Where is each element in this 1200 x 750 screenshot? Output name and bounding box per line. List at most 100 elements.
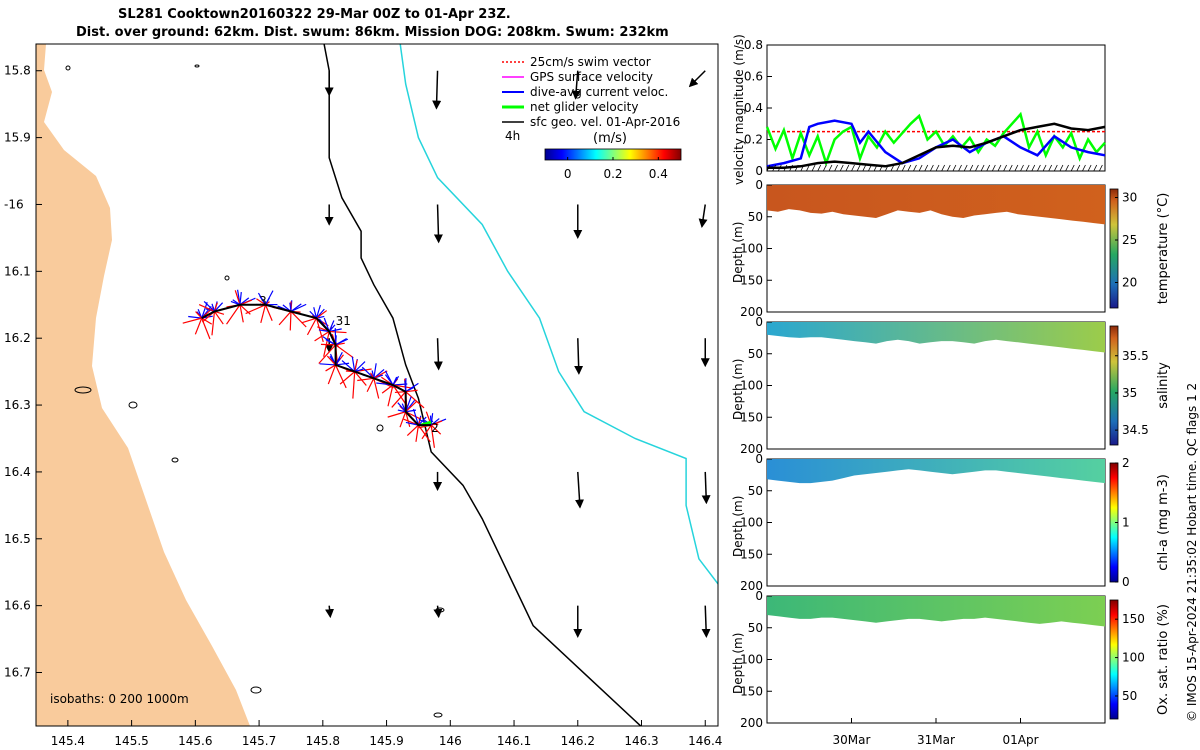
section-y-tick-label: 100	[740, 653, 763, 667]
section-data-fill	[767, 459, 1105, 484]
map-colorbar-ticks: 0 0.2 0.4	[564, 157, 668, 181]
velocity-time-tick	[783, 164, 788, 172]
velocity-time-tick	[958, 164, 962, 172]
velocity-time-tick	[986, 164, 991, 172]
swim-vector	[278, 311, 292, 326]
colorbar-tick-label: 0.4	[649, 167, 668, 181]
current-vector	[335, 337, 347, 346]
map-x-tick-label: 145.9	[369, 734, 403, 748]
geo-velocity-arrow	[698, 204, 708, 228]
current-vector	[354, 361, 366, 373]
velocity-frame	[766, 44, 1106, 172]
velocity-time-tick	[918, 164, 923, 172]
velocity-time-tick	[1099, 164, 1103, 172]
section-y-tick-label: 200	[740, 716, 763, 730]
section-y-tick-label: 100	[740, 516, 763, 530]
velocity-time-tick	[924, 164, 929, 172]
swim-vector	[430, 420, 443, 426]
velocity-time-tick	[845, 164, 850, 172]
credit-text: © IMOS 15-Apr-2024 21:35:02 Hobart time.…	[1185, 382, 1199, 722]
geo-velocity-arrow	[432, 70, 442, 110]
colorbar-tick-label: 35	[1122, 386, 1137, 400]
velocity-time-tick	[935, 164, 940, 172]
current-vector	[405, 421, 419, 426]
velocity-time-tick	[896, 164, 900, 172]
section-y-tick-label: 200	[740, 579, 763, 593]
time-tick-label: 30Mar	[833, 733, 871, 747]
swim-vector	[306, 317, 317, 336]
swim-vector	[352, 371, 356, 399]
colorbar-title: (m/s)	[593, 131, 627, 146]
section-y-tick-label: 50	[748, 347, 763, 361]
current-vector	[232, 299, 241, 306]
section-y-tick-label: 200	[740, 305, 763, 319]
section-chlorophyll-section: 0 50 100 150 200 Depth (m) 0 1 2 chl-a (mg m-3)	[731, 452, 1171, 593]
map-frame	[35, 43, 719, 727]
geo-velocity-arrow	[433, 204, 443, 244]
current-vector	[373, 363, 377, 379]
glider-track	[201, 303, 432, 427]
map-x-tick-label: 146.3	[624, 734, 658, 748]
velocity-panel: 0 0.2 0.4 0.6 0.8 velocity magnitude (m/s)	[732, 34, 1106, 185]
section-y-tick-label: 50	[748, 484, 763, 498]
current-vector	[328, 320, 335, 332]
velocity-time-tick	[1093, 164, 1098, 172]
current-vector	[313, 307, 318, 319]
current-vector	[319, 363, 336, 366]
swim-vector	[373, 378, 380, 399]
velocity-time-tick	[1003, 164, 1007, 172]
velocity-time-tick	[980, 164, 985, 172]
time-axis: 30Mar 31Mar 01Apr	[833, 718, 1039, 747]
swim-vector	[406, 424, 419, 437]
velocity-time-tick	[1053, 164, 1058, 172]
swim-vector	[373, 370, 388, 379]
current-vector	[404, 380, 407, 392]
map-x-tick-label: 145.7	[242, 734, 276, 748]
current-vector	[239, 291, 242, 305]
chart-title-line2: Dist. over ground: 62km. Dist. swum: 86k…	[76, 25, 669, 40]
velocity-time-tick	[1031, 164, 1036, 172]
day-label: 2	[431, 421, 439, 435]
velocity-time-tick	[868, 164, 872, 172]
velocity-time-tick	[969, 164, 974, 172]
geo-velocity-arrow	[433, 338, 443, 371]
swim-vector	[430, 424, 442, 435]
swim-vector	[399, 411, 407, 428]
colorbar-label: Ox. sat. ratio (%)	[1156, 604, 1171, 715]
colorbar-tick-label: 100	[1122, 651, 1145, 665]
swim-vector	[387, 384, 394, 407]
section-y-tick-label: 0	[755, 315, 763, 329]
velocity-time-tick	[1037, 164, 1041, 172]
section-y-tick-label: 50	[748, 621, 763, 635]
swim-vector	[226, 304, 241, 325]
velocity-y-tick-label: 0.6	[744, 70, 763, 84]
section-y-tick-label: 200	[740, 442, 763, 456]
swim-vector	[430, 425, 436, 448]
velocity-y-tick-label: 0	[755, 164, 763, 178]
swim-vector	[289, 311, 292, 331]
current-vector	[412, 408, 420, 426]
section-y-tick-label: 100	[740, 242, 763, 256]
current-vector	[289, 302, 292, 312]
swim-vector	[213, 302, 218, 312]
velocity-time-tick	[930, 164, 934, 172]
swim-vector	[245, 304, 266, 315]
velocity-time-tick	[817, 164, 822, 172]
section-y-tick-label: 0	[755, 178, 763, 192]
map-x-tick-label: 145.8	[306, 734, 340, 748]
velocity-time-tick	[1087, 164, 1092, 172]
current-vector	[361, 366, 375, 379]
velocity-series-line	[767, 122, 1106, 170]
section-data-fill	[767, 596, 1105, 627]
map-y-tick-label: 15.9	[4, 131, 31, 145]
velocity-time-tick	[1008, 164, 1013, 172]
colorbar-label: salinity	[1156, 362, 1171, 409]
swim-vector	[256, 298, 266, 306]
velocity-time-tick	[952, 164, 957, 172]
current-vector	[257, 292, 266, 306]
velocity-time-tick	[997, 164, 1002, 172]
time-tick-label: 31Mar	[917, 733, 955, 747]
map-y-tick-label: 16.1	[4, 264, 31, 278]
velocity-ylabel: velocity magnitude (m/s)	[732, 34, 746, 185]
